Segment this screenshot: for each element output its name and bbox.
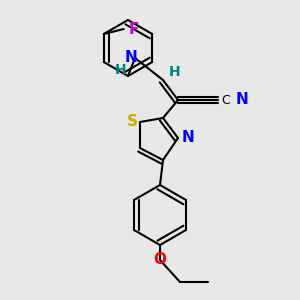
Text: N: N (124, 50, 137, 65)
Text: H: H (169, 65, 181, 79)
Text: O: O (154, 253, 166, 268)
Text: S: S (127, 115, 137, 130)
Text: F: F (129, 22, 139, 37)
Text: N: N (236, 92, 249, 107)
Text: H: H (115, 63, 127, 77)
Text: N: N (182, 130, 194, 146)
Text: C: C (221, 94, 230, 106)
